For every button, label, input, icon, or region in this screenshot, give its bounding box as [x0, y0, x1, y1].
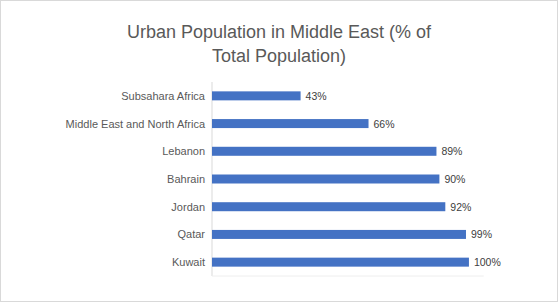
chart-container: Urban Population in Middle East (% of Tot…	[0, 0, 558, 302]
category-label: Qatar	[177, 228, 205, 240]
chart-border	[1, 1, 558, 302]
category-label: Bahrain	[167, 173, 205, 185]
title-line: Urban Population in Middle East (% of	[127, 22, 432, 42]
data-label: 90%	[444, 173, 465, 185]
data-label: 100%	[474, 256, 501, 268]
category-label: Subsahara Africa	[121, 90, 206, 102]
value-axis-line	[212, 276, 484, 277]
data-label: 89%	[441, 145, 462, 157]
data-label: 66%	[374, 118, 395, 130]
data-label: 92%	[450, 201, 471, 213]
bar	[212, 91, 301, 100]
category-label: Jordan	[171, 201, 205, 213]
bars	[212, 91, 469, 266]
bar	[212, 175, 439, 184]
chart-svg: Urban Population in Middle East (% of Tot…	[0, 0, 558, 302]
bar	[212, 258, 469, 267]
bar	[212, 119, 369, 128]
title-line: Total Population)	[212, 46, 346, 66]
bar	[212, 202, 445, 211]
category-label: Kuwait	[172, 256, 205, 268]
category-label: Middle East and North Africa	[66, 118, 206, 130]
data-label: 43%	[306, 90, 327, 102]
bar	[212, 147, 436, 156]
bar	[212, 230, 466, 239]
data-label: 99%	[471, 228, 492, 240]
category-label: Lebanon	[162, 145, 205, 157]
chart-title: Urban Population in Middle East (% of Tot…	[127, 22, 432, 66]
